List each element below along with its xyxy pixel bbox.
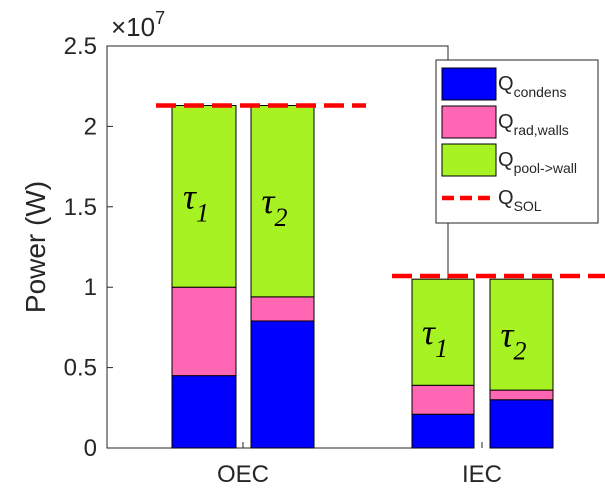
y-tick-label: 0.5 (64, 355, 97, 382)
legend-swatch (441, 67, 497, 101)
legend-label: QSOL (498, 187, 542, 214)
y-exponent-label: ×107 (111, 8, 165, 42)
y-tick-label: 0 (84, 435, 97, 462)
axes: 0 0.5 1 1.5 2 2.5 ×107 Power (W) OEC IEC (20, 8, 502, 488)
y-tick-label: 1.5 (64, 194, 97, 221)
tau-label: τ2 (501, 315, 527, 366)
legend-label: Qcondens (498, 73, 567, 100)
legend-swatch (441, 105, 497, 139)
tau-label: τ1 (183, 176, 209, 227)
legend-label: Qpool->wall (498, 149, 577, 176)
bar-labels: τ1 τ2 τ1 τ2 (183, 176, 526, 365)
bars (171, 104, 554, 449)
legend-label: Qrad,walls (498, 111, 569, 138)
y-tick-label: 2.5 (64, 33, 97, 60)
bar-segment (411, 278, 475, 386)
bar-segment (171, 375, 237, 449)
bar-segment (171, 104, 237, 288)
y-axis-label: Power (W) (20, 181, 51, 313)
bar-segment (489, 278, 554, 391)
reference-lines (156, 103, 605, 279)
tau-label: τ2 (262, 181, 288, 232)
legend-swatch (441, 143, 497, 177)
tau-label: τ1 (422, 312, 448, 363)
bar-segment (411, 413, 475, 449)
bar-segment (171, 286, 237, 377)
bar-segment (250, 320, 315, 449)
bar-segment (411, 384, 475, 415)
bar-segment (250, 104, 315, 298)
x-tick-label: IEC (462, 461, 502, 488)
legend: Qcondens Qrad,walls Qpool->wall QSOL (435, 59, 599, 224)
bar-segment (489, 399, 554, 449)
x-tick-label: OEC (217, 461, 269, 488)
bar-segment (489, 389, 554, 401)
y-tick-label: 2 (84, 113, 97, 140)
y-tick-label: 1 (84, 274, 97, 301)
bar-segment (250, 296, 315, 322)
